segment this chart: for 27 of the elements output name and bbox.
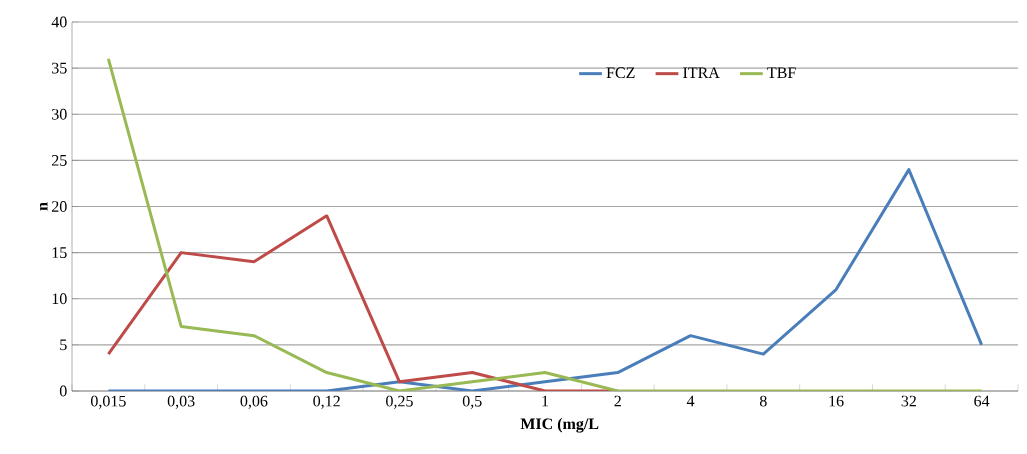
x-tick-label: 0,06 bbox=[240, 395, 268, 409]
x-tick-label: 0,12 bbox=[313, 395, 340, 409]
y-tick-label: 40 bbox=[51, 16, 67, 28]
y-tick-label: 30 bbox=[52, 108, 67, 120]
legend-label: TBF bbox=[767, 67, 796, 78]
legend-label: ITRA bbox=[683, 67, 720, 78]
x-tick-label: 32 bbox=[901, 395, 916, 407]
y-tick-label: 0 bbox=[59, 385, 67, 397]
y-tick-label: 25 bbox=[52, 154, 67, 166]
x-tick-label: 1 bbox=[542, 395, 549, 407]
x-axis-title: MIC (mg/L bbox=[520, 417, 599, 433]
x-tick-label: 0,03 bbox=[167, 395, 195, 409]
x-tick-label: 64 bbox=[974, 395, 990, 407]
x-tick-label: 2 bbox=[614, 395, 621, 407]
legend-label: FCZ bbox=[606, 67, 635, 79]
x-tick-label: 4 bbox=[686, 395, 695, 407]
y-tick-label: 10 bbox=[52, 293, 67, 305]
y-tick-label: 5 bbox=[60, 339, 67, 351]
y-axis-title: n bbox=[39, 202, 48, 211]
y-tick-label: 20 bbox=[52, 201, 67, 212]
x-tick-label: 8 bbox=[759, 395, 767, 407]
x-tick-label: 0,25 bbox=[386, 395, 413, 409]
x-tick-label: 16 bbox=[829, 395, 844, 407]
x-tick-label: 0,5 bbox=[462, 395, 482, 409]
y-tick-label: 35 bbox=[52, 62, 67, 74]
y-tick-label: 15 bbox=[52, 247, 67, 258]
x-tick-label: 0,015 bbox=[91, 395, 126, 409]
